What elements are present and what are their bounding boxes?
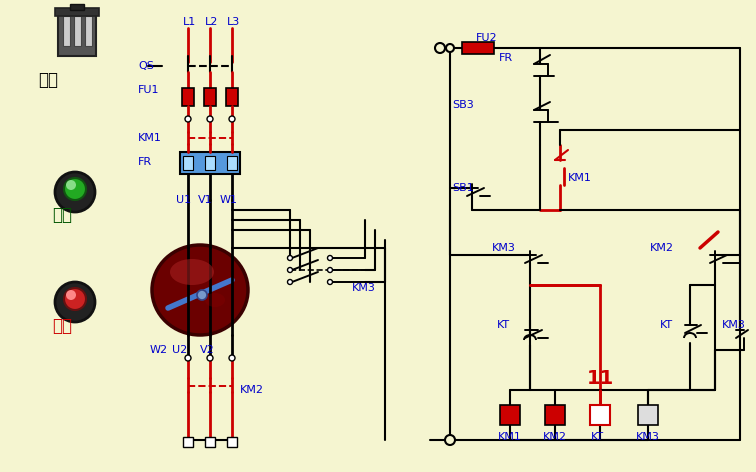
- Ellipse shape: [152, 245, 248, 335]
- Text: KM2: KM2: [650, 243, 674, 253]
- Circle shape: [287, 279, 293, 285]
- Circle shape: [197, 290, 207, 300]
- Text: 电源: 电源: [38, 71, 58, 89]
- Text: KM2: KM2: [543, 432, 567, 442]
- Bar: [204, 88, 216, 106]
- Circle shape: [327, 268, 333, 272]
- Text: KM1: KM1: [138, 133, 162, 143]
- Text: SB3: SB3: [452, 100, 474, 110]
- Circle shape: [64, 178, 86, 200]
- Text: KM2: KM2: [240, 385, 264, 395]
- Bar: [183, 156, 193, 170]
- Bar: [545, 405, 565, 425]
- Text: KT: KT: [591, 432, 604, 442]
- Text: FR: FR: [499, 53, 513, 63]
- Text: U2: U2: [172, 345, 187, 355]
- Ellipse shape: [59, 181, 91, 199]
- Text: FU1: FU1: [138, 85, 160, 95]
- Circle shape: [446, 44, 454, 52]
- Circle shape: [327, 255, 333, 261]
- Circle shape: [55, 282, 95, 322]
- Bar: [205, 156, 215, 170]
- Circle shape: [66, 180, 76, 190]
- Bar: [85, 16, 92, 46]
- Bar: [590, 405, 610, 425]
- Circle shape: [445, 435, 455, 445]
- Text: KM3: KM3: [722, 320, 746, 330]
- Text: FR: FR: [138, 157, 152, 167]
- Text: V2: V2: [200, 345, 215, 355]
- Bar: [462, 42, 494, 54]
- Circle shape: [287, 255, 293, 261]
- Text: U1: U1: [176, 195, 191, 205]
- Circle shape: [64, 288, 86, 310]
- Text: 11: 11: [587, 369, 614, 388]
- Bar: [205, 437, 215, 447]
- Text: 停止: 停止: [52, 317, 72, 335]
- Bar: [74, 16, 81, 46]
- Circle shape: [435, 43, 445, 53]
- Text: KM1: KM1: [568, 173, 592, 183]
- Text: FU2: FU2: [476, 33, 497, 43]
- Text: KT: KT: [660, 320, 673, 330]
- Text: V1: V1: [198, 195, 212, 205]
- Text: L2: L2: [205, 17, 218, 27]
- Text: KM3: KM3: [352, 283, 376, 293]
- Circle shape: [185, 116, 191, 122]
- Bar: [183, 437, 193, 447]
- Bar: [500, 405, 520, 425]
- Bar: [180, 152, 240, 174]
- Text: KM1: KM1: [498, 432, 522, 442]
- Bar: [70, 4, 84, 10]
- Bar: [227, 437, 237, 447]
- Bar: [182, 88, 194, 106]
- Bar: [63, 16, 70, 46]
- Text: L1: L1: [183, 17, 197, 27]
- Circle shape: [66, 290, 76, 300]
- Ellipse shape: [205, 293, 225, 307]
- Text: SB1: SB1: [452, 183, 474, 193]
- Bar: [226, 88, 238, 106]
- Text: L3: L3: [227, 17, 240, 27]
- Circle shape: [287, 268, 293, 272]
- Circle shape: [207, 355, 213, 361]
- Text: KT: KT: [497, 320, 510, 330]
- Circle shape: [229, 355, 235, 361]
- Circle shape: [55, 172, 95, 212]
- Text: KM3: KM3: [492, 243, 516, 253]
- Circle shape: [229, 116, 235, 122]
- Text: 启动: 启动: [52, 206, 72, 224]
- Bar: [227, 156, 237, 170]
- Ellipse shape: [170, 259, 214, 285]
- Text: QS: QS: [138, 61, 154, 71]
- Circle shape: [185, 355, 191, 361]
- Circle shape: [207, 116, 213, 122]
- Text: W2: W2: [150, 345, 168, 355]
- Circle shape: [327, 279, 333, 285]
- Bar: [58, 12, 96, 56]
- Text: KM3: KM3: [636, 432, 660, 442]
- Ellipse shape: [59, 291, 91, 309]
- Bar: [55, 8, 99, 16]
- Text: W1: W1: [220, 195, 238, 205]
- Bar: [638, 405, 658, 425]
